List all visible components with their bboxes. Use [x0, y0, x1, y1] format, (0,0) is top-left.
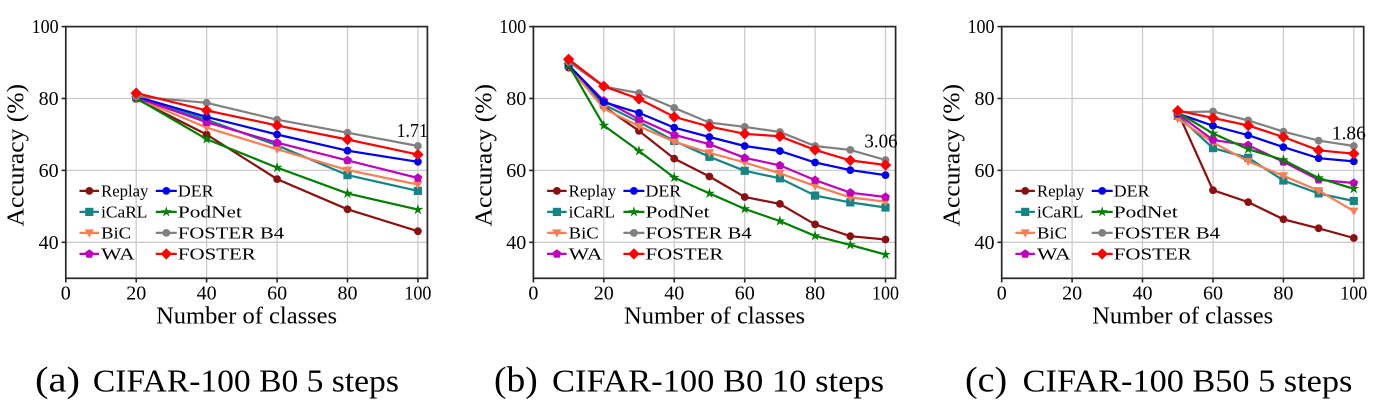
- svg-text:(a): (a): [35, 359, 80, 399]
- svg-text:100: 100: [872, 283, 899, 305]
- svg-text:60: 60: [267, 283, 287, 305]
- svg-text:FOSTER: FOSTER: [178, 244, 256, 263]
- svg-text:20: 20: [126, 283, 146, 305]
- svg-text:Replay: Replay: [1037, 181, 1085, 200]
- svg-text:60: 60: [735, 283, 755, 305]
- svg-text:Number of classes: Number of classes: [1092, 303, 1273, 330]
- svg-text:60: 60: [506, 160, 526, 182]
- svg-text:0: 0: [997, 283, 1007, 305]
- svg-text:Accuracy (%): Accuracy (%): [940, 84, 966, 227]
- svg-text:BiC: BiC: [569, 223, 599, 242]
- svg-text:FOSTER: FOSTER: [646, 244, 724, 263]
- svg-text:Accuracy (%): Accuracy (%): [471, 84, 497, 227]
- svg-text:80: 80: [975, 88, 995, 110]
- svg-text:FOSTER: FOSTER: [1114, 244, 1192, 263]
- svg-text:PodNet: PodNet: [1114, 202, 1179, 221]
- svg-text:iCaRL: iCaRL: [569, 202, 615, 221]
- svg-text:60: 60: [975, 160, 995, 182]
- svg-text:40: 40: [197, 283, 217, 305]
- svg-text:(b): (b): [494, 359, 538, 399]
- svg-text:FOSTER B4: FOSTER B4: [178, 223, 284, 242]
- svg-text:40: 40: [39, 232, 59, 254]
- svg-text:DER: DER: [1114, 181, 1150, 200]
- svg-text:1.86: 1.86: [1332, 122, 1366, 144]
- svg-text:20: 20: [1062, 283, 1082, 305]
- svg-text:FOSTER B4: FOSTER B4: [646, 223, 752, 242]
- svg-text:20: 20: [594, 283, 614, 305]
- svg-text:40: 40: [975, 232, 995, 254]
- svg-text:WA: WA: [101, 244, 135, 263]
- svg-text:Replay: Replay: [101, 181, 149, 200]
- svg-text:80: 80: [39, 88, 59, 110]
- svg-text:Number of classes: Number of classes: [624, 303, 805, 330]
- svg-text:Replay: Replay: [569, 181, 617, 200]
- svg-text:WA: WA: [1037, 244, 1071, 263]
- svg-text:BiC: BiC: [101, 223, 131, 242]
- svg-text:CIFAR-100 B50 5 steps: CIFAR-100 B50 5 steps: [1023, 362, 1353, 398]
- svg-text:DER: DER: [178, 181, 214, 200]
- svg-text:CIFAR-100 B0 5 steps: CIFAR-100 B0 5 steps: [93, 362, 399, 398]
- svg-text:0: 0: [528, 283, 538, 305]
- svg-text:40: 40: [1133, 283, 1153, 305]
- svg-text:1.71: 1.71: [397, 120, 428, 142]
- svg-text:Number of classes: Number of classes: [156, 303, 337, 330]
- svg-text:40: 40: [664, 283, 684, 305]
- svg-text:80: 80: [338, 283, 358, 305]
- svg-text:60: 60: [1203, 283, 1223, 305]
- svg-text:3.06: 3.06: [864, 131, 897, 153]
- svg-text:WA: WA: [569, 244, 603, 263]
- svg-text:CIFAR-100 B0 10 steps: CIFAR-100 B0 10 steps: [552, 362, 884, 398]
- svg-text:DER: DER: [646, 181, 682, 200]
- svg-text:0: 0: [61, 283, 71, 305]
- svg-text:80: 80: [1273, 283, 1293, 305]
- svg-text:iCaRL: iCaRL: [1037, 202, 1083, 221]
- svg-text:80: 80: [506, 88, 526, 110]
- svg-text:PodNet: PodNet: [178, 202, 243, 221]
- svg-text:100: 100: [968, 16, 995, 38]
- svg-text:100: 100: [32, 16, 59, 38]
- svg-text:iCaRL: iCaRL: [101, 202, 147, 221]
- svg-text:100: 100: [1340, 283, 1367, 305]
- svg-text:60: 60: [39, 160, 59, 182]
- svg-text:40: 40: [506, 232, 526, 254]
- svg-text:100: 100: [499, 16, 526, 38]
- svg-text:PodNet: PodNet: [646, 202, 711, 221]
- svg-text:FOSTER B4: FOSTER B4: [1114, 223, 1220, 242]
- svg-text:Accuracy (%): Accuracy (%): [4, 84, 30, 227]
- svg-text:100: 100: [404, 283, 431, 305]
- svg-text:80: 80: [805, 283, 825, 305]
- svg-text:BiC: BiC: [1037, 223, 1067, 242]
- svg-text:(c): (c): [965, 359, 1007, 399]
